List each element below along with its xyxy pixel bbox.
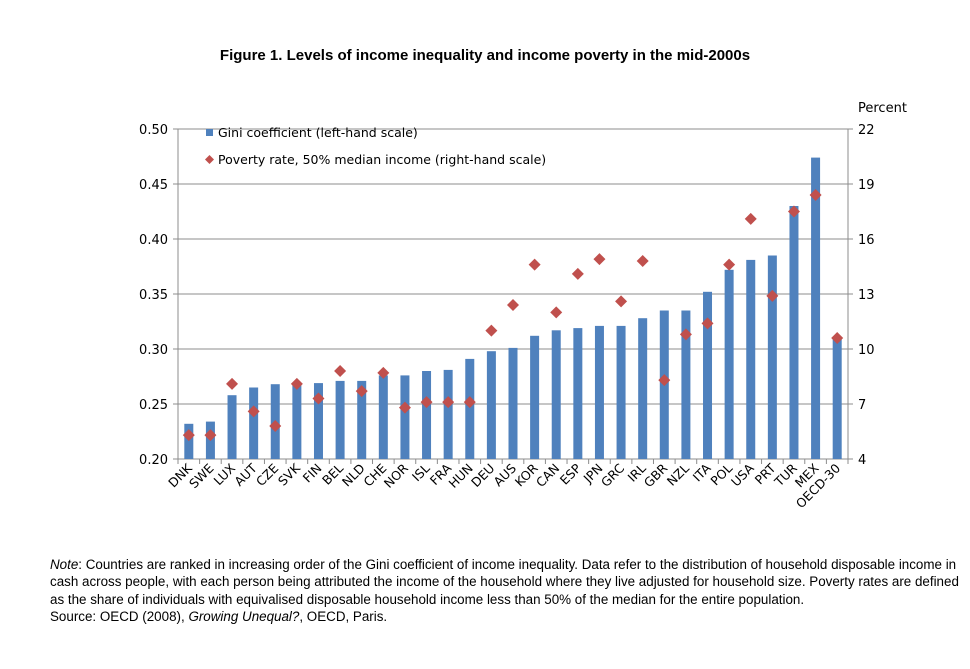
left-tick-label: 0.40 — [139, 233, 168, 248]
point-prt — [766, 289, 779, 302]
left-tick-label: 0.50 — [139, 123, 168, 138]
point-fin — [312, 392, 325, 405]
bar-prt — [767, 255, 777, 459]
bar-ita — [703, 291, 713, 459]
point-gbr — [658, 374, 671, 387]
bar-esp — [573, 328, 583, 459]
bar-aut — [249, 387, 259, 459]
point-hun — [463, 396, 476, 409]
bar-irl — [638, 318, 648, 459]
source-title: Growing Unequal? — [188, 608, 300, 624]
source-prefix: Source: OECD (2008), — [50, 608, 189, 624]
point-isl — [420, 396, 433, 409]
point-aut — [247, 405, 260, 418]
point-can — [550, 306, 563, 319]
bar-fra — [443, 369, 453, 459]
point-tur — [787, 205, 800, 218]
bar-oecd-30 — [832, 336, 842, 459]
bar-nld — [357, 380, 367, 459]
bar-lux — [227, 395, 237, 459]
point-usa — [744, 212, 757, 225]
poverty-points — [182, 189, 844, 442]
right-tick-label: 13 — [858, 288, 875, 303]
bar-hun — [465, 358, 475, 459]
x-tick-label: ESP — [557, 460, 584, 487]
left-tick-label: 0.45 — [139, 178, 168, 193]
legend-label-poverty: Poverty rate, 50% median income (right-h… — [218, 152, 546, 167]
bar-tur — [789, 206, 799, 459]
point-jpn — [593, 253, 606, 266]
right-tick-label: 7 — [858, 398, 866, 413]
left-tick-label: 0.35 — [139, 288, 168, 303]
bar-dnk — [184, 423, 194, 459]
point-irl — [636, 255, 649, 267]
bar-nzl — [681, 310, 691, 459]
point-oecd-30 — [831, 332, 844, 344]
point-dnk — [182, 429, 195, 442]
bar-fin — [313, 383, 323, 459]
point-nor — [398, 401, 411, 414]
bar-pol — [724, 269, 734, 459]
right-tick-label: 22 — [858, 123, 875, 138]
x-tick-label: GRC — [598, 460, 628, 490]
point-lux — [226, 377, 239, 390]
left-tick-label: 0.25 — [139, 398, 168, 413]
right-axis-label: Percent — [858, 101, 907, 116]
point-ita — [701, 317, 714, 330]
bar-aus — [508, 347, 518, 459]
x-tick-label: PRT — [752, 460, 779, 487]
point-grc — [615, 295, 628, 308]
x-tick-label: BEL — [319, 460, 346, 487]
legend-label-gini: Gini coefficient (left-hand scale) — [218, 125, 418, 140]
point-nzl — [679, 328, 692, 341]
bar-svk — [292, 384, 302, 459]
point-pol — [723, 258, 736, 271]
point-kor — [528, 258, 541, 271]
point-mex — [809, 189, 822, 201]
left-tick-label: 0.20 — [139, 453, 168, 468]
right-tick-label: 4 — [858, 453, 866, 468]
chart-note: Note: Countries are ranked in increasing… — [50, 556, 960, 625]
bar-isl — [422, 371, 432, 459]
bar-nor — [400, 375, 410, 459]
bar-jpn — [594, 325, 604, 459]
point-fra — [442, 396, 455, 409]
x-tick-label: FIN — [300, 461, 325, 486]
bar-kor — [530, 335, 540, 459]
chart-title: Figure 1. Levels of income inequality an… — [219, 47, 751, 64]
point-svk — [290, 377, 303, 390]
x-tick-label: NZL — [664, 460, 692, 488]
legend-bar-swatch — [206, 129, 213, 136]
bar-usa — [746, 259, 756, 459]
point-nld — [355, 385, 368, 398]
note-text: : Countries are ranked in increasing ord… — [50, 557, 959, 607]
source-suffix: , OECD, Paris. — [299, 608, 388, 624]
note-label: Note — [50, 557, 79, 572]
legend-diamond-swatch — [205, 155, 214, 164]
bar-deu — [486, 351, 496, 459]
right-tick-label: 16 — [858, 233, 875, 248]
point-swe — [204, 429, 217, 442]
bar-bel — [335, 380, 345, 459]
right-tick-label: 10 — [858, 343, 875, 358]
bar-mex — [811, 157, 821, 459]
bar-che — [378, 375, 388, 459]
point-bel — [334, 365, 347, 377]
point-aus — [507, 299, 519, 311]
legend: Gini coefficient (left-hand scale) Pover… — [205, 125, 546, 167]
left-tick-label: 0.30 — [139, 343, 168, 358]
chart: 0.20 0.25 0.30 0.35 0.40 0.45 0.50 4 7 10 13 16 19 22… — [139, 101, 907, 511]
point-deu — [485, 324, 498, 337]
point-esp — [571, 267, 584, 280]
right-tick-label: 19 — [858, 178, 875, 193]
point-cze — [269, 420, 282, 432]
bar-grc — [616, 325, 626, 459]
bar-can — [551, 330, 561, 459]
point-che — [377, 366, 390, 379]
x-tick-label: NOR — [381, 460, 412, 491]
